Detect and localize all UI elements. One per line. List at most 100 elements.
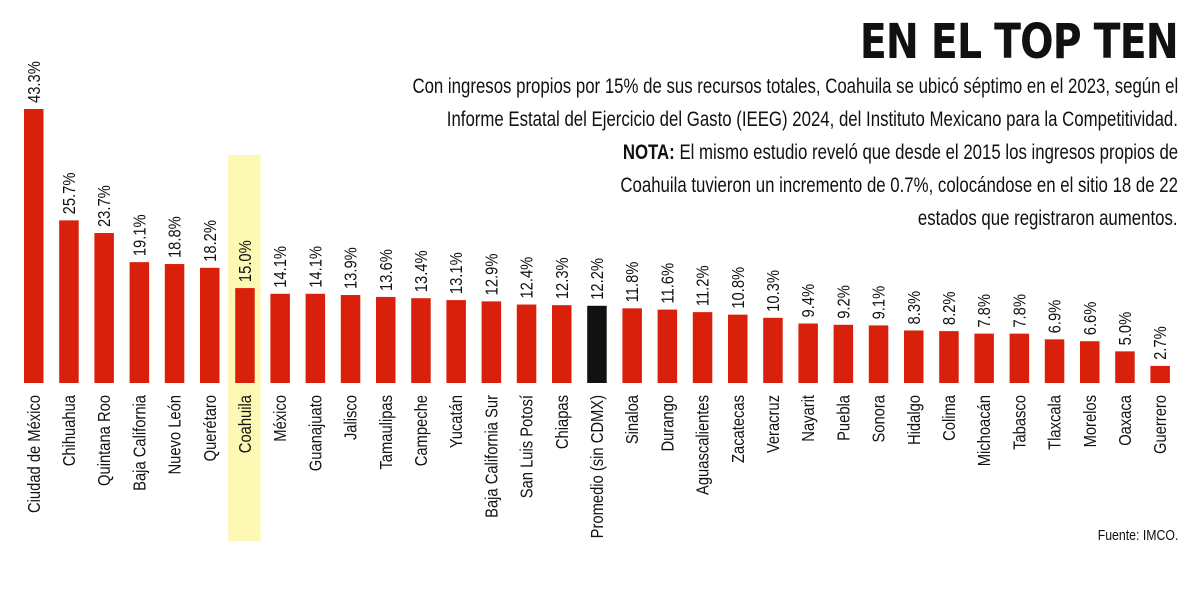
category-label: Baja California [130, 394, 150, 491]
data-label: 11.2% [693, 265, 713, 306]
data-label: 12.4% [517, 256, 537, 298]
category-label: Tabasco [1010, 395, 1030, 450]
data-label: 8.2% [940, 291, 960, 325]
category-label: Morelos [1080, 395, 1100, 447]
source-note: Fuente: IMCO. [1097, 527, 1178, 544]
category-label: Baja California Sur [482, 395, 502, 518]
data-label: 15.0% [236, 240, 256, 282]
category-label: Yucatán [447, 395, 467, 448]
data-label: 12.2% [588, 258, 608, 300]
bar [200, 267, 220, 383]
category-label: Querétaro [200, 395, 220, 461]
data-label: 5.0% [1116, 311, 1136, 345]
category-label: Sinaloa [623, 394, 643, 444]
category-label: México [271, 395, 291, 442]
bar [411, 298, 431, 383]
data-label: 11.8% [623, 261, 643, 302]
category-label: Promedio (sin CDMX) [588, 395, 608, 538]
category-label: Hidalgo [904, 395, 924, 445]
bar [1115, 351, 1135, 383]
data-label: 43.3% [24, 61, 44, 103]
bar [833, 324, 854, 383]
data-label: 12.9% [482, 253, 502, 295]
bar [904, 330, 924, 383]
category-label: San Luis Potosí [517, 395, 537, 499]
data-label: 10.8% [728, 267, 748, 309]
note-text-1: El mismo estudio reveló que desde el 201… [674, 141, 1178, 164]
bar [728, 314, 748, 383]
bar [974, 333, 994, 383]
bar [376, 296, 396, 383]
note-label: NOTA: [622, 141, 675, 164]
category-label: Aguascalientes [693, 395, 713, 495]
bar [1150, 365, 1170, 383]
data-label: 18.2% [200, 220, 220, 262]
data-label: 11.6% [658, 263, 678, 304]
category-label: Michoacán [975, 395, 995, 466]
category-label: Campeche [412, 395, 432, 466]
bar [1009, 333, 1030, 383]
data-label: 23.7% [95, 185, 115, 227]
bar [939, 331, 959, 383]
data-label: 14.1% [271, 246, 291, 288]
category-label: Veracruz [764, 395, 784, 453]
data-label: 13.6% [376, 249, 396, 291]
note-line-3: estados que registraron aumentos. [918, 207, 1178, 230]
data-label: 13.4% [412, 250, 432, 292]
bar [1044, 339, 1065, 383]
category-label: Ciudad de México [24, 395, 44, 513]
bar [868, 325, 889, 383]
category-label: Tlaxcala [1045, 394, 1065, 450]
bar [24, 109, 44, 383]
data-label: 14.1% [306, 246, 326, 288]
bar [798, 323, 818, 383]
data-label: 9.4% [799, 284, 819, 318]
data-label: 7.8% [1010, 294, 1030, 328]
category-label: Durango [658, 395, 678, 452]
bar [657, 309, 678, 383]
bar [164, 264, 185, 383]
category-label: Jalisco [341, 395, 361, 440]
data-label: 6.6% [1080, 301, 1100, 335]
bar [235, 288, 255, 383]
category-label: Tamaulipas [376, 395, 396, 470]
category-label: Quintana Roo [95, 395, 115, 486]
category-label: Guerrero [1151, 395, 1171, 454]
bar [516, 304, 537, 383]
bar [622, 308, 642, 383]
data-label: 8.3% [904, 291, 924, 325]
data-label: 25.7% [60, 172, 80, 214]
category-label: Puebla [834, 394, 854, 441]
note-line-2: Coahuila tuvieron un incremento de 0.7%,… [620, 174, 1178, 197]
subtitle-line-2: Informe Estatal del Ejercicio del Gasto … [446, 108, 1178, 131]
data-label: 10.3% [764, 270, 784, 312]
bar [59, 220, 79, 383]
category-label: Oaxaca [1116, 394, 1136, 446]
data-label: 9.2% [834, 285, 854, 319]
category-label: Nuevo León [165, 395, 185, 475]
data-label: 13.9% [341, 247, 361, 289]
bar [692, 312, 713, 383]
category-label: Sonora [869, 394, 889, 442]
bar [270, 293, 290, 383]
data-label: 19.1% [130, 214, 150, 256]
bar [763, 317, 783, 383]
data-label: 18.8% [165, 216, 185, 258]
bar [446, 300, 466, 383]
category-label: Chiapas [552, 395, 572, 449]
category-label: Coahuila [236, 394, 256, 453]
subtitle-line-1: Con ingresos propios por 15% de sus recu… [412, 75, 1178, 98]
bar [305, 293, 326, 383]
data-label: 12.3% [552, 257, 572, 299]
bar [129, 262, 150, 383]
bar [1080, 341, 1100, 383]
category-label: Nayarit [799, 395, 819, 442]
data-label: 2.7% [1151, 326, 1171, 360]
bar [340, 295, 361, 383]
category-label: Colima [940, 394, 960, 441]
average-bar [587, 305, 607, 383]
data-label: 7.8% [975, 294, 995, 328]
data-label: 9.1% [869, 285, 889, 319]
bar [552, 305, 572, 383]
